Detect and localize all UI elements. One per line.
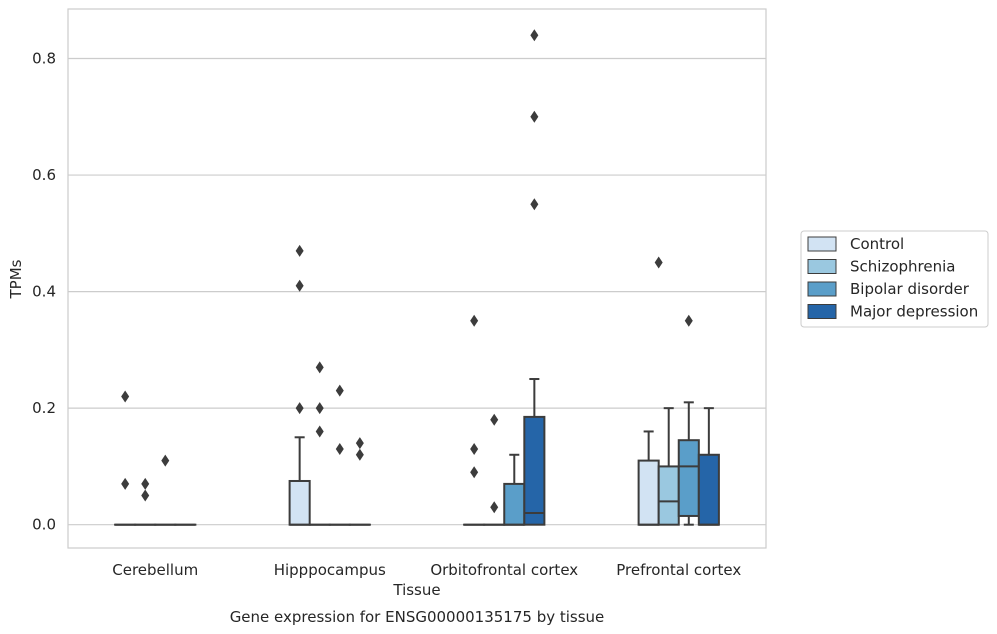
outlier-point	[295, 244, 304, 257]
outlier-point	[355, 448, 364, 461]
outlier-point	[470, 314, 479, 327]
outlier-point	[141, 489, 150, 502]
box-body	[657, 465, 680, 526]
legend: Control Schizophrenia Bipolar disorder Majo…	[800, 230, 989, 328]
legend-swatch	[807, 236, 837, 252]
boxes-layer	[114, 29, 720, 526]
outlier-point	[315, 425, 324, 438]
x-tick-label: Cerebellum	[112, 561, 198, 579]
box-body	[637, 459, 660, 526]
outlier-point	[335, 384, 344, 397]
box-2-0	[463, 314, 486, 526]
outlier-point	[335, 442, 344, 455]
x-tick-label: Prefrontal cortex	[616, 561, 741, 579]
y-axis-label: TPMs	[7, 259, 25, 299]
outlier-point	[490, 501, 499, 514]
outlier-point	[490, 413, 499, 426]
y-tick-label: 0.6	[32, 166, 56, 184]
legend-swatch	[807, 304, 837, 319]
outlier-point	[654, 256, 663, 269]
legend-label: Schizophrenia	[850, 258, 955, 276]
legend-label: Bipolar disorder	[850, 280, 970, 298]
outlier-point	[470, 466, 479, 479]
box-2-3	[523, 29, 546, 526]
outlier-point	[295, 402, 304, 415]
box-2-1	[483, 413, 506, 526]
x-tick-label: Hipppocampus	[274, 561, 386, 579]
y-axis-ticks: 0.0 0.2 0.4 0.6 0.8	[32, 50, 56, 534]
box-body	[288, 479, 311, 526]
box-3-3	[697, 407, 720, 526]
box-body	[697, 453, 720, 526]
outlier-point	[295, 279, 304, 292]
box-body	[677, 439, 700, 517]
chart-caption: Gene expression for ENSG00000135175 by t…	[230, 608, 605, 626]
outlier-point	[530, 29, 539, 42]
y-tick-label: 0.8	[32, 50, 56, 68]
y-tick-label: 0.0	[32, 516, 56, 534]
box-1-0	[288, 244, 311, 526]
box-body	[523, 415, 546, 526]
legend-label: Major depression	[850, 303, 978, 321]
box-1-3	[348, 437, 371, 526]
outlier-point	[121, 390, 130, 403]
outlier-point	[141, 477, 150, 490]
y-tick-label: 0.4	[32, 283, 56, 301]
legend-swatch	[807, 281, 837, 297]
legend-label: Control	[850, 235, 904, 253]
x-tick-label: Orbitofrontal cortex	[430, 561, 578, 579]
outlier-point	[121, 477, 130, 490]
plot-area	[67, 8, 767, 549]
outlier-point	[530, 198, 539, 211]
x-axis-label: Tissue	[392, 581, 440, 599]
outlier-point	[315, 402, 324, 415]
legend-frame	[800, 230, 989, 328]
outlier-point	[315, 361, 324, 374]
x-axis-ticks: Cerebellum Hipppocampus Orbitofrontal cort…	[112, 561, 741, 579]
box-2-2	[503, 453, 526, 526]
outlier-point	[355, 437, 364, 450]
y-tick-label: 0.2	[32, 399, 56, 417]
outlier-point	[161, 454, 170, 467]
legend-swatch	[807, 259, 837, 274]
outlier-point	[470, 442, 479, 455]
outlier-point	[530, 110, 539, 123]
outlier-point	[684, 314, 693, 327]
box-1-2	[328, 384, 351, 526]
box-body	[503, 482, 526, 526]
